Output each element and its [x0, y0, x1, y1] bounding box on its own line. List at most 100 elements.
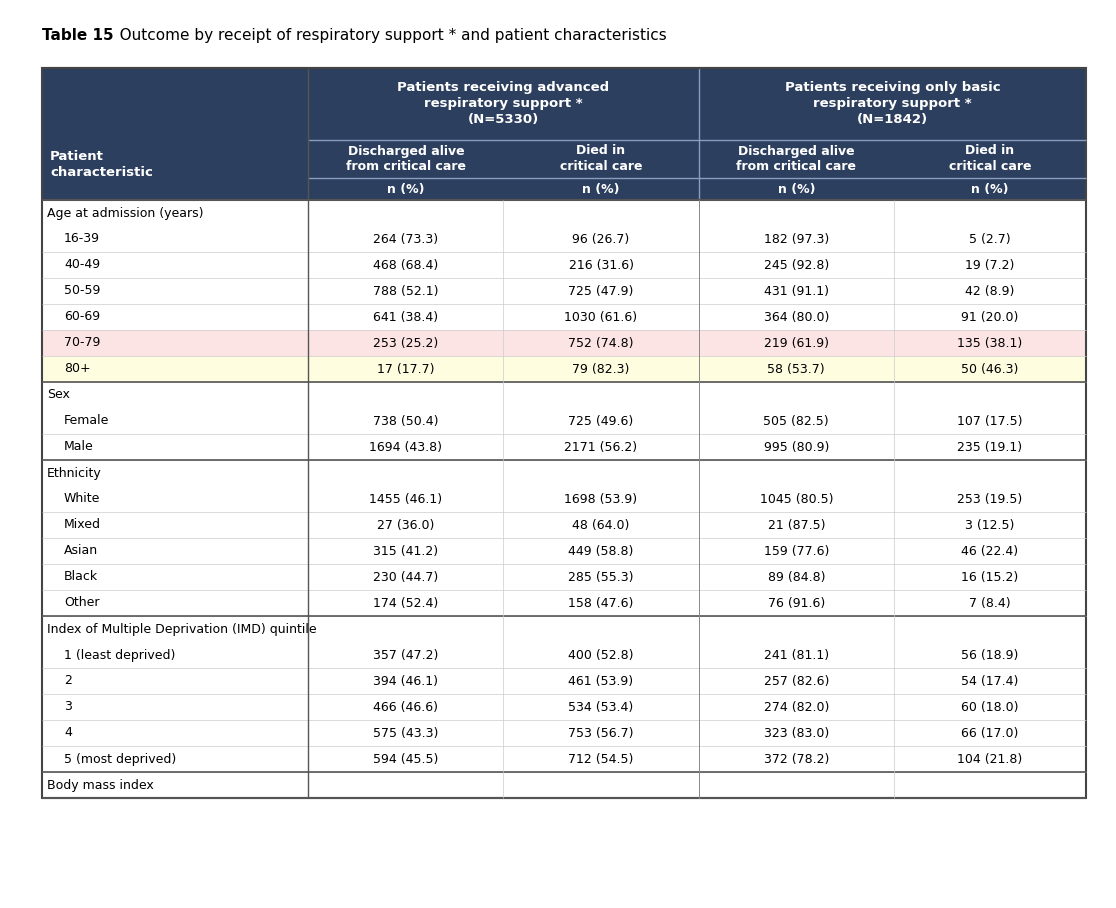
Text: 241 (81.1): 241 (81.1): [763, 648, 829, 662]
Text: n (%): n (%): [971, 183, 1009, 195]
Text: 1698 (53.9): 1698 (53.9): [565, 492, 637, 506]
Text: Female: Female: [64, 414, 109, 428]
Text: 182 (97.3): 182 (97.3): [763, 232, 829, 245]
Bar: [42, 772, 1086, 798]
Text: 505 (82.5): 505 (82.5): [763, 414, 829, 428]
Text: 58 (53.7): 58 (53.7): [768, 362, 825, 376]
Bar: [42, 720, 1086, 746]
Bar: [42, 304, 1086, 330]
Text: 752 (74.8): 752 (74.8): [568, 337, 634, 350]
Text: 575 (43.3): 575 (43.3): [373, 726, 439, 739]
Bar: [42, 564, 1086, 590]
Text: 60-69: 60-69: [64, 311, 100, 323]
Text: 725 (49.6): 725 (49.6): [568, 414, 634, 428]
Text: 1045 (80.5): 1045 (80.5): [760, 492, 833, 506]
Bar: [42, 330, 1086, 356]
Bar: [42, 642, 1086, 668]
Text: Black: Black: [64, 570, 98, 584]
Text: n (%): n (%): [583, 183, 619, 195]
Text: 257 (82.6): 257 (82.6): [763, 675, 829, 687]
Text: 285 (55.3): 285 (55.3): [568, 570, 634, 584]
Text: Outcome by receipt of respiratory support * and patient characteristics: Outcome by receipt of respiratory suppor…: [105, 28, 666, 43]
Bar: [42, 356, 1086, 382]
Text: 394 (46.1): 394 (46.1): [374, 675, 439, 687]
Text: 534 (53.4): 534 (53.4): [568, 700, 634, 714]
Text: 21 (87.5): 21 (87.5): [768, 518, 825, 531]
Bar: [42, 68, 1086, 798]
Text: 725 (47.9): 725 (47.9): [568, 284, 634, 298]
Text: Age at admission (years): Age at admission (years): [47, 206, 203, 220]
Text: 70-79: 70-79: [64, 337, 100, 350]
Text: 323 (83.0): 323 (83.0): [763, 726, 829, 739]
Bar: [42, 512, 1086, 538]
Text: 16-39: 16-39: [64, 232, 100, 245]
Text: Discharged alive
from critical care: Discharged alive from critical care: [346, 144, 465, 173]
Text: 56 (18.9): 56 (18.9): [961, 648, 1019, 662]
Text: Sex: Sex: [47, 389, 70, 401]
Text: 48 (64.0): 48 (64.0): [573, 518, 629, 531]
Text: 79 (82.3): 79 (82.3): [573, 362, 629, 376]
Bar: [42, 746, 1086, 772]
Text: 219 (61.9): 219 (61.9): [763, 337, 829, 350]
Text: 80+: 80+: [64, 362, 90, 376]
Bar: [42, 460, 1086, 486]
Text: 46 (22.4): 46 (22.4): [961, 545, 1019, 558]
Text: n (%): n (%): [387, 183, 424, 195]
Text: 1030 (61.6): 1030 (61.6): [565, 311, 637, 323]
Text: 1694 (43.8): 1694 (43.8): [369, 440, 442, 453]
Text: Index of Multiple Deprivation (IMD) quintile: Index of Multiple Deprivation (IMD) quin…: [47, 623, 317, 636]
Text: 104 (21.8): 104 (21.8): [958, 753, 1022, 765]
Text: 230 (44.7): 230 (44.7): [373, 570, 439, 584]
Text: 449 (58.8): 449 (58.8): [568, 545, 634, 558]
Text: Asian: Asian: [64, 545, 98, 558]
Bar: [42, 382, 1086, 408]
Text: Mixed: Mixed: [64, 518, 102, 531]
Text: Male: Male: [64, 440, 94, 453]
Bar: [42, 590, 1086, 616]
Text: Body mass index: Body mass index: [47, 778, 154, 792]
Text: Patient
characteristic: Patient characteristic: [50, 151, 153, 180]
Text: 461 (53.9): 461 (53.9): [568, 675, 634, 687]
Text: 66 (17.0): 66 (17.0): [961, 726, 1019, 739]
Bar: [42, 200, 1086, 226]
Bar: [42, 252, 1086, 278]
Text: 5 (most deprived): 5 (most deprived): [64, 753, 176, 765]
Text: 50-59: 50-59: [64, 284, 100, 298]
Text: 738 (50.4): 738 (50.4): [373, 414, 439, 428]
Text: Table 15: Table 15: [42, 28, 114, 43]
Text: 60 (18.0): 60 (18.0): [961, 700, 1019, 714]
Text: 235 (19.1): 235 (19.1): [958, 440, 1022, 453]
Bar: [42, 538, 1086, 564]
Text: 42 (8.9): 42 (8.9): [965, 284, 1014, 298]
Text: 89 (84.8): 89 (84.8): [768, 570, 825, 584]
Text: 641 (38.4): 641 (38.4): [373, 311, 439, 323]
Text: Discharged alive
from critical care: Discharged alive from critical care: [737, 144, 856, 173]
Text: n (%): n (%): [778, 183, 815, 195]
Text: 1 (least deprived): 1 (least deprived): [64, 648, 175, 662]
Bar: [42, 616, 1086, 642]
Text: 159 (77.6): 159 (77.6): [763, 545, 829, 558]
Text: 174 (52.4): 174 (52.4): [373, 597, 439, 609]
Bar: [42, 434, 1086, 460]
Text: 264 (73.3): 264 (73.3): [373, 232, 439, 245]
Text: 7 (8.4): 7 (8.4): [969, 597, 1011, 609]
Text: 274 (82.0): 274 (82.0): [763, 700, 829, 714]
Text: 712 (54.5): 712 (54.5): [568, 753, 634, 765]
Text: 158 (47.6): 158 (47.6): [568, 597, 634, 609]
Text: 400 (52.8): 400 (52.8): [568, 648, 634, 662]
Text: 3 (12.5): 3 (12.5): [965, 518, 1014, 531]
Text: Patients receiving only basic
respiratory support *
(N=1842): Patients receiving only basic respirator…: [785, 82, 1000, 126]
Text: 54 (17.4): 54 (17.4): [961, 675, 1019, 687]
Text: 788 (52.1): 788 (52.1): [373, 284, 439, 298]
Text: 19 (7.2): 19 (7.2): [965, 259, 1014, 271]
Text: 135 (38.1): 135 (38.1): [958, 337, 1022, 350]
Bar: [42, 68, 1086, 200]
Text: 16 (15.2): 16 (15.2): [961, 570, 1019, 584]
Text: 1455 (46.1): 1455 (46.1): [369, 492, 442, 506]
Text: 995 (80.9): 995 (80.9): [763, 440, 829, 453]
Text: 253 (19.5): 253 (19.5): [958, 492, 1022, 506]
Text: 216 (31.6): 216 (31.6): [568, 259, 634, 271]
Text: 594 (45.5): 594 (45.5): [373, 753, 439, 765]
Bar: [42, 694, 1086, 720]
Text: 364 (80.0): 364 (80.0): [763, 311, 829, 323]
